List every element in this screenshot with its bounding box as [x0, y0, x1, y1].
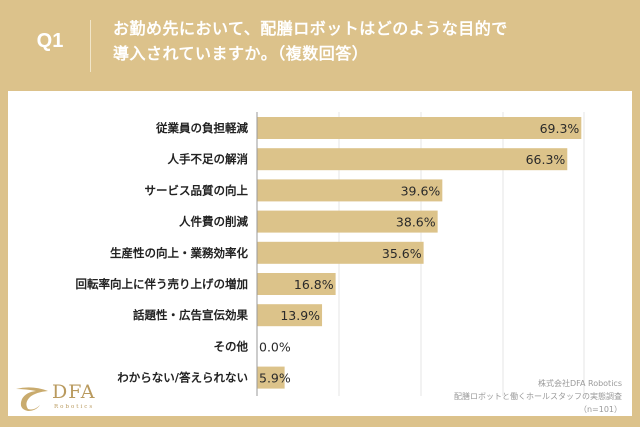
bar — [257, 273, 336, 295]
logo-subtext: Robotics — [54, 404, 95, 410]
logo-text: DFA — [52, 381, 96, 403]
category-label: わからない/答えられない — [117, 371, 248, 385]
bar — [257, 241, 424, 264]
title-line-2: 導入されていますか。（複数回答） — [113, 44, 369, 63]
value-label: 69.3% — [540, 121, 580, 136]
question-title: お勤め先において、配膳ロボットはどのような目的で 導入されていますか。（複数回答… — [113, 16, 508, 66]
category-label: 従業員の負担軽減 — [155, 121, 248, 135]
category-label: 人手不足の解消 — [168, 152, 249, 166]
category-label: 人件費の削減 — [179, 215, 248, 229]
bar — [257, 179, 443, 202]
value-label: 38.6% — [396, 215, 436, 230]
header-divider — [90, 20, 91, 72]
source-survey: 配膳ロボットと働くホールスタッフの実態調査 — [454, 392, 622, 401]
dfa-logo: DFA Robotics — [14, 381, 104, 417]
value-labels: 69.3% 66.3% 39.6% 38.6% 35.6% 16.8% 13.9% 0.0% 5… — [259, 121, 579, 386]
dfa-swoosh-icon — [16, 387, 48, 411]
source-note: 株式会社DFA Robotics 配膳ロボットと働くホールスタッフの実態調査 （… — [454, 377, 622, 416]
value-label: 66.3% — [526, 152, 566, 167]
category-label: 生産性の向上・業務効率化 — [110, 246, 248, 260]
value-label: 13.9% — [280, 308, 320, 323]
category-label: 話題性・広告宣伝効果 — [133, 308, 248, 322]
category-labels: 従業員の負担軽減人手不足の解消サービス品質の向上人件費の削減生産性の向上・業務効… — [76, 121, 249, 385]
category-label: 回転率向上に伴う売り上げの増加 — [76, 277, 249, 291]
source-sample-size: （n=101） — [578, 405, 622, 414]
header: Q1 お勤め先において、配膳ロボットはどのような目的で 導入されていますか。（複… — [0, 0, 640, 91]
value-label: 35.6% — [382, 246, 422, 261]
category-label: その他 — [214, 339, 249, 353]
source-company: 株式会社DFA Robotics — [537, 379, 622, 388]
value-label: 16.8% — [294, 277, 334, 292]
bar — [257, 304, 323, 327]
value-label: 0.0% — [259, 339, 291, 354]
question-number: Q1 — [36, 30, 64, 52]
title-line-1: お勤め先において、配膳ロボットはどのような目的で — [113, 19, 508, 38]
bars — [257, 117, 582, 389]
value-label: 39.6% — [401, 183, 441, 198]
bar — [257, 117, 582, 139]
bar — [257, 148, 568, 171]
bar — [257, 366, 285, 389]
value-label: 5.9% — [259, 371, 291, 386]
bar — [257, 210, 438, 233]
category-label: サービス品質の向上 — [145, 183, 249, 197]
